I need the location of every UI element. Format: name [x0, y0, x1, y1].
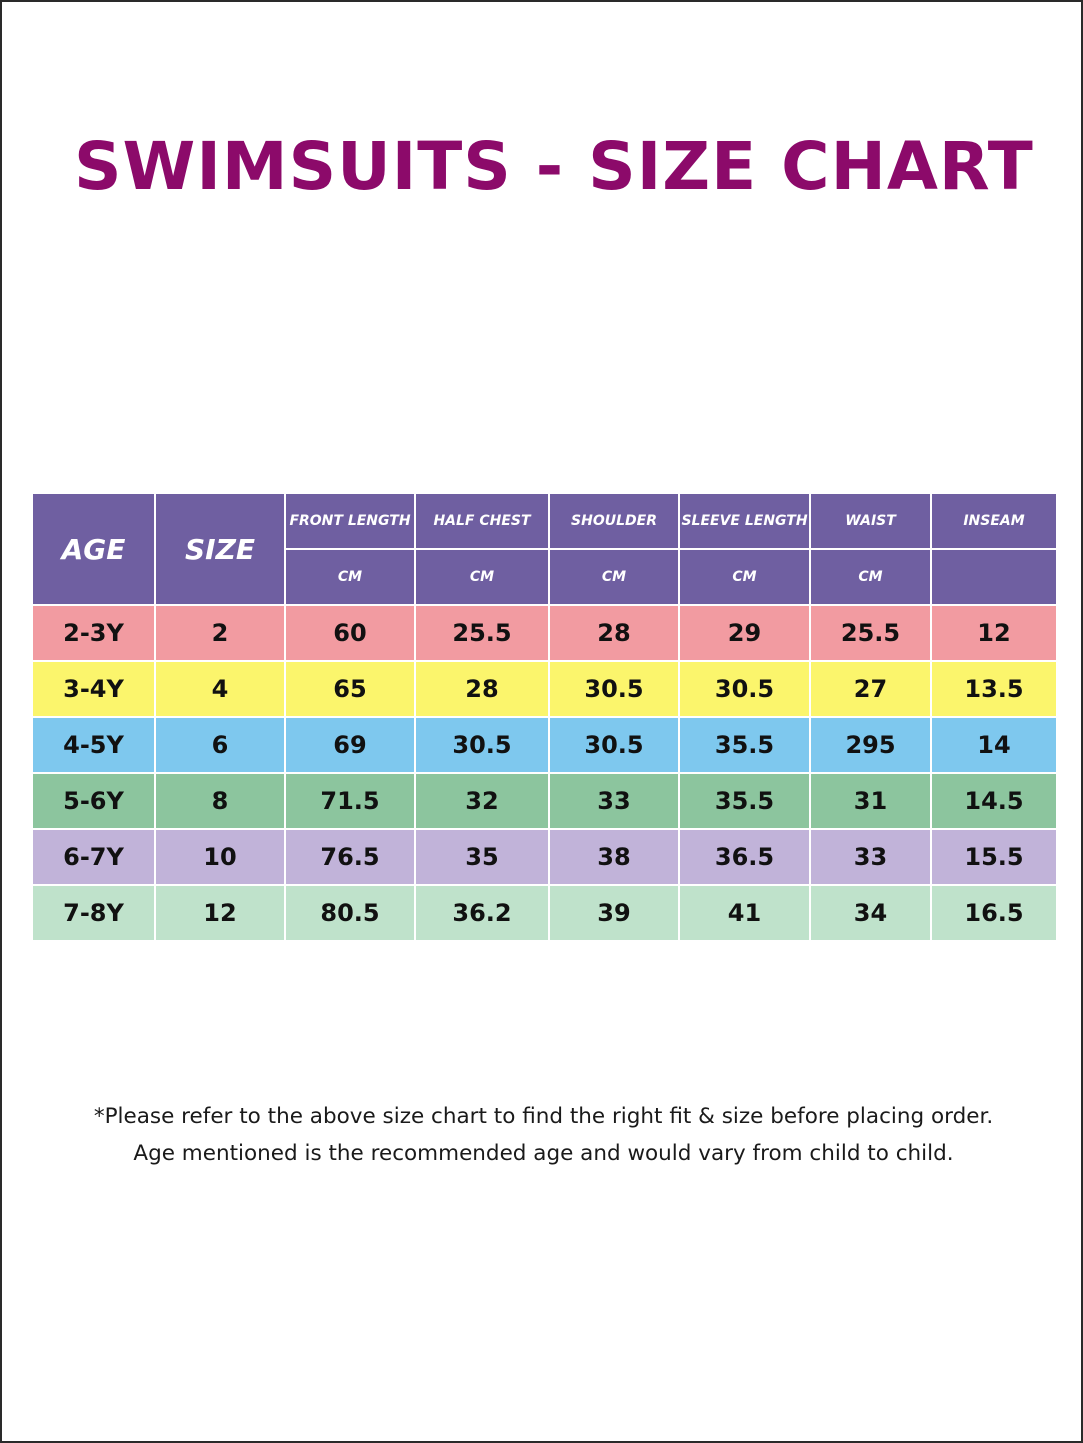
cell-front-length: 76.5: [284, 828, 416, 886]
unit-front-length: CM: [284, 548, 416, 606]
cell-sleeve-length: 30.5: [678, 660, 811, 718]
cell-inseam: 15.5: [930, 828, 1058, 886]
page-title: SWIMSUITS - SIZE CHART: [74, 128, 1034, 205]
cell-front-length: 69: [284, 716, 416, 774]
cell-size: 2: [154, 604, 286, 662]
header-sleeve-length: SLEEVE LENGTH: [678, 492, 811, 550]
unit-waist: CM: [809, 548, 932, 606]
cell-age: 4-5Y: [31, 716, 156, 774]
cell-half-chest: 36.2: [414, 884, 550, 942]
cell-half-chest: 25.5: [414, 604, 550, 662]
cell-size: 8: [154, 772, 286, 830]
cell-waist: 34: [809, 884, 932, 942]
unit-shoulder: CM: [548, 548, 680, 606]
cell-front-length: 71.5: [284, 772, 416, 830]
cell-size: 4: [154, 660, 286, 718]
cell-sleeve-length: 35.5: [678, 716, 811, 774]
cell-waist: 295: [809, 716, 932, 774]
table-row: 2-3Y 2 60 25.5 28 29 25.5 12: [31, 604, 1058, 662]
header-waist: WAIST: [809, 492, 932, 550]
cell-shoulder: 38: [548, 828, 680, 886]
cell-size: 12: [154, 884, 286, 942]
cell-age: 3-4Y: [31, 660, 156, 718]
cell-waist: 31: [809, 772, 932, 830]
cell-age: 5-6Y: [31, 772, 156, 830]
note-line-1: *Please refer to the above size chart to…: [93, 1104, 994, 1129]
cell-sleeve-length: 29: [678, 604, 811, 662]
cell-half-chest: 35: [414, 828, 550, 886]
unit-inseam: [930, 548, 1058, 606]
cell-front-length: 65: [284, 660, 416, 718]
table-row: 3-4Y 4 65 28 30.5 30.5 27 13.5: [31, 660, 1058, 718]
header-age: AGE: [31, 492, 156, 606]
cell-inseam: 12: [930, 604, 1058, 662]
header-half-chest: HALF CHEST: [414, 492, 550, 550]
table-row: 7-8Y 12 80.5 36.2 39 41 34 16.5: [31, 884, 1058, 942]
cell-front-length: 80.5: [284, 884, 416, 942]
cell-waist: 33: [809, 828, 932, 886]
cell-inseam: 14.5: [930, 772, 1058, 830]
cell-inseam: 16.5: [930, 884, 1058, 942]
cell-shoulder: 39: [548, 884, 680, 942]
cell-sleeve-length: 41: [678, 884, 811, 942]
cell-sleeve-length: 35.5: [678, 772, 811, 830]
cell-age: 6-7Y: [31, 828, 156, 886]
cell-shoulder: 30.5: [548, 660, 680, 718]
cell-inseam: 14: [930, 716, 1058, 774]
header-size: SIZE: [154, 492, 286, 606]
size-note: *Please refer to the above size chart to…: [2, 1098, 1083, 1172]
cell-half-chest: 32: [414, 772, 550, 830]
cell-half-chest: 28: [414, 660, 550, 718]
table-row: 6-7Y 10 76.5 35 38 36.5 33 15.5: [31, 828, 1058, 886]
cell-inseam: 13.5: [930, 660, 1058, 718]
cell-shoulder: 33: [548, 772, 680, 830]
header-row-units: CM CM CM CM CM: [32, 548, 1058, 606]
cell-age: 7-8Y: [31, 884, 156, 942]
cell-shoulder: 30.5: [548, 716, 680, 774]
note-line-2: Age mentioned is the recommended age and…: [133, 1141, 954, 1166]
cell-half-chest: 30.5: [414, 716, 550, 774]
table-row: 5-6Y 8 71.5 32 33 35.5 31 14.5: [31, 772, 1058, 830]
cell-size: 6: [154, 716, 286, 774]
unit-half-chest: CM: [414, 548, 550, 606]
size-chart-table: AGE SIZE FRONT LENGTH HALF CHEST SHOULDE…: [31, 492, 1058, 942]
header-inseam: INSEAM: [930, 492, 1058, 550]
cell-waist: 27: [809, 660, 932, 718]
header-row-labels: AGE SIZE FRONT LENGTH HALF CHEST SHOULDE…: [31, 492, 1058, 606]
cell-age: 2-3Y: [31, 604, 156, 662]
cell-shoulder: 28: [548, 604, 680, 662]
cell-size: 10: [154, 828, 286, 886]
header-shoulder: SHOULDER: [548, 492, 680, 550]
header-front-length: FRONT LENGTH: [284, 492, 416, 550]
cell-waist: 25.5: [809, 604, 932, 662]
cell-sleeve-length: 36.5: [678, 828, 811, 886]
unit-sleeve-length: CM: [678, 548, 811, 606]
cell-front-length: 60: [284, 604, 416, 662]
table-row: 4-5Y 6 69 30.5 30.5 35.5 295 14: [31, 716, 1058, 774]
